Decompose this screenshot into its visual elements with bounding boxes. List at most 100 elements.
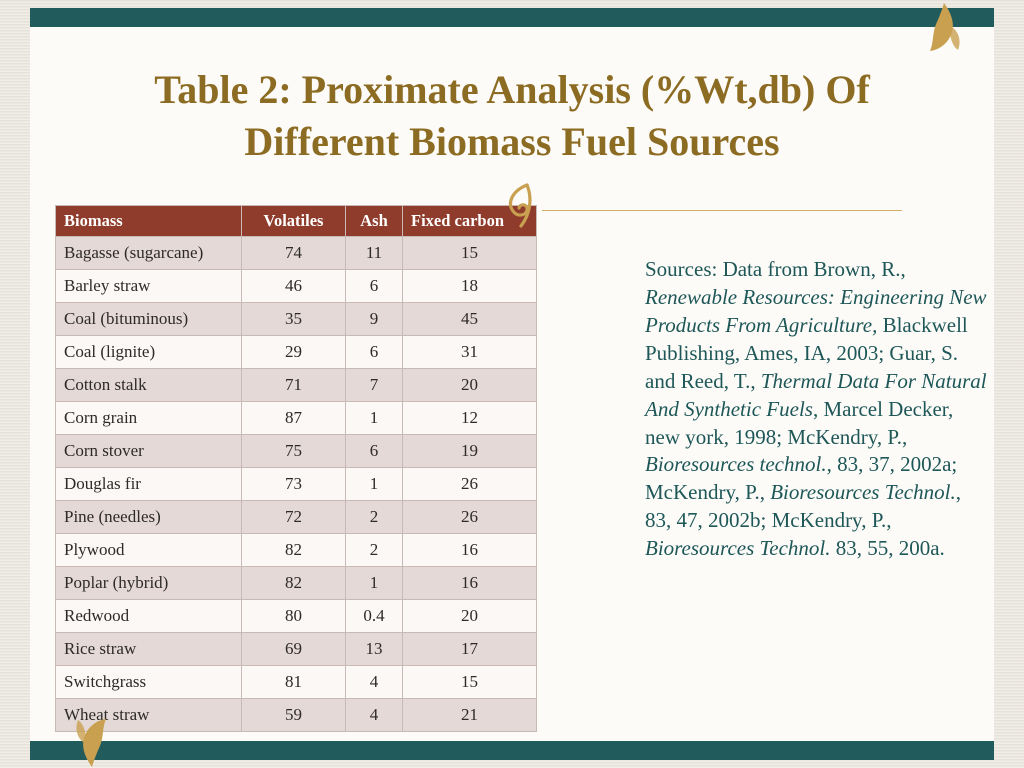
source-work-title: Bioresources technol. xyxy=(645,452,827,477)
value-cell: 0.4 xyxy=(345,599,403,633)
value-cell: 2 xyxy=(345,533,403,567)
biomass-name-cell: Barley straw xyxy=(55,269,242,303)
source-work-title: Renewable Resources: Engineering New Pro… xyxy=(645,284,987,337)
biomass-table-body: Bagasse (sugarcane) 74 11 15 Barley straw 46 6… xyxy=(55,236,537,732)
source-work-title: Bioresources Technol. xyxy=(645,536,831,561)
value-cell: 81 xyxy=(241,665,346,699)
biomass-name-cell: Cotton stalk xyxy=(55,368,242,402)
table-row: Corn grain 87 1 12 xyxy=(55,401,537,435)
table-row: Redwood 80 0.4 20 xyxy=(55,599,537,633)
title-flourish-icon xyxy=(500,182,538,228)
value-cell: 1 xyxy=(345,566,403,600)
biomass-name-cell: Plywood xyxy=(55,533,242,567)
value-cell: 26 xyxy=(402,467,537,501)
biomass-name-cell: Corn stover xyxy=(55,434,242,468)
value-cell: 20 xyxy=(402,599,537,633)
value-cell: 13 xyxy=(345,632,403,666)
value-cell: 26 xyxy=(402,500,537,534)
source-segment: Sources: Data from Brown, R., xyxy=(645,257,906,281)
table-row: Switchgrass 81 4 15 xyxy=(55,665,537,699)
sources-text: Sources: Data from Brown, R., Renewable … xyxy=(645,256,989,563)
value-cell: 74 xyxy=(241,236,346,270)
biomass-name-cell: Douglas fir xyxy=(55,467,242,501)
value-cell: 75 xyxy=(241,434,346,468)
value-cell: 1 xyxy=(345,401,403,435)
value-cell: 45 xyxy=(402,302,537,336)
table-row: Bagasse (sugarcane) 74 11 15 xyxy=(55,236,537,270)
table-row: Coal (lignite) 29 6 31 xyxy=(55,335,537,369)
biomass-name-cell: Coal (lignite) xyxy=(55,335,242,369)
value-cell: 12 xyxy=(402,401,537,435)
source-segment: , 83, 37, 2002a; McKendry, P., xyxy=(645,452,958,505)
value-cell: 16 xyxy=(402,533,537,567)
biomass-name-cell: Corn grain xyxy=(55,401,242,435)
source-segment: 83, 55, 200a. xyxy=(830,536,945,561)
value-cell: 71 xyxy=(241,368,346,402)
value-cell: 6 xyxy=(345,335,403,369)
value-cell: 15 xyxy=(402,236,537,270)
slide-title: Table 2: Proximate Analysis (%Wt,db) Of … xyxy=(154,67,870,164)
value-cell: 82 xyxy=(241,566,346,600)
value-cell: 69 xyxy=(241,632,346,666)
table-row: Wheat straw 59 4 21 xyxy=(55,698,537,732)
biomass-name-cell: Pine (needles) xyxy=(55,500,242,534)
column-header-biomass: Biomass xyxy=(55,205,242,237)
value-cell: 6 xyxy=(345,269,403,303)
value-cell: 29 xyxy=(241,335,346,369)
value-cell: 1 xyxy=(345,467,403,501)
value-cell: 9 xyxy=(345,302,403,336)
biomass-name-cell: Redwood xyxy=(55,599,242,633)
corner-leaf-icon xyxy=(922,2,966,54)
value-cell: 19 xyxy=(402,434,537,468)
biomass-name-cell: Wheat straw xyxy=(55,698,242,732)
source-segment: Blackwell Publishing, Ames, IA, 2003; Gu… xyxy=(645,312,968,393)
value-cell: 4 xyxy=(345,665,403,699)
table-row: Corn stover 75 6 19 xyxy=(55,434,537,468)
value-cell: 7 xyxy=(345,368,403,402)
biomass-name-cell: Rice straw xyxy=(55,632,242,666)
biomass-table: Biomass Volatiles Ash Fixed carbon Bagasse … xyxy=(55,205,537,732)
table-row: Barley straw 46 6 18 xyxy=(55,269,537,303)
source-segment: , 83, 47, 2002b; McKendry, P., xyxy=(645,480,961,533)
value-cell: 82 xyxy=(241,533,346,567)
value-cell: 20 xyxy=(402,368,537,402)
table-row: Plywood 82 2 16 xyxy=(55,533,537,567)
top-accent-bar xyxy=(30,8,994,27)
biomass-name-cell: Switchgrass xyxy=(55,665,242,699)
value-cell: 87 xyxy=(241,401,346,435)
source-segment: , Marcel Decker, new york, 1998; McKendr… xyxy=(645,396,954,449)
biomass-name-cell: Bagasse (sugarcane) xyxy=(55,236,242,270)
source-work-title: Bioresources Technol. xyxy=(770,480,956,505)
value-cell: 15 xyxy=(402,665,537,699)
column-header-volatiles: Volatiles xyxy=(241,205,346,237)
table-header-row: Biomass Volatiles Ash Fixed carbon xyxy=(55,205,537,237)
value-cell: 11 xyxy=(345,236,403,270)
table-row: Pine (needles) 72 2 26 xyxy=(55,500,537,534)
value-cell: 17 xyxy=(402,632,537,666)
value-cell: 21 xyxy=(402,698,537,732)
source-work-title: Thermal Data For Natural And Synthetic F… xyxy=(645,368,987,421)
table-row: Poplar (hybrid) 82 1 16 xyxy=(55,566,537,600)
biomass-name-cell: Poplar (hybrid) xyxy=(55,566,242,600)
value-cell: 72 xyxy=(241,500,346,534)
bottom-accent-bar xyxy=(30,741,994,760)
value-cell: 46 xyxy=(241,269,346,303)
table-row: Cotton stalk 71 7 20 xyxy=(55,368,537,402)
column-header-ash: Ash xyxy=(345,205,403,237)
table-row: Coal (bituminous) 35 9 45 xyxy=(55,302,537,336)
table-row: Rice straw 69 13 17 xyxy=(55,632,537,666)
biomass-name-cell: Coal (bituminous) xyxy=(55,302,242,336)
value-cell: 59 xyxy=(241,698,346,732)
divider-line xyxy=(542,210,902,211)
value-cell: 80 xyxy=(241,599,346,633)
value-cell: 18 xyxy=(402,269,537,303)
value-cell: 16 xyxy=(402,566,537,600)
value-cell: 2 xyxy=(345,500,403,534)
value-cell: 35 xyxy=(241,302,346,336)
value-cell: 4 xyxy=(345,698,403,732)
corner-leaf-icon xyxy=(70,716,114,768)
value-cell: 73 xyxy=(241,467,346,501)
table-row: Douglas fir 73 1 26 xyxy=(55,467,537,501)
value-cell: 6 xyxy=(345,434,403,468)
